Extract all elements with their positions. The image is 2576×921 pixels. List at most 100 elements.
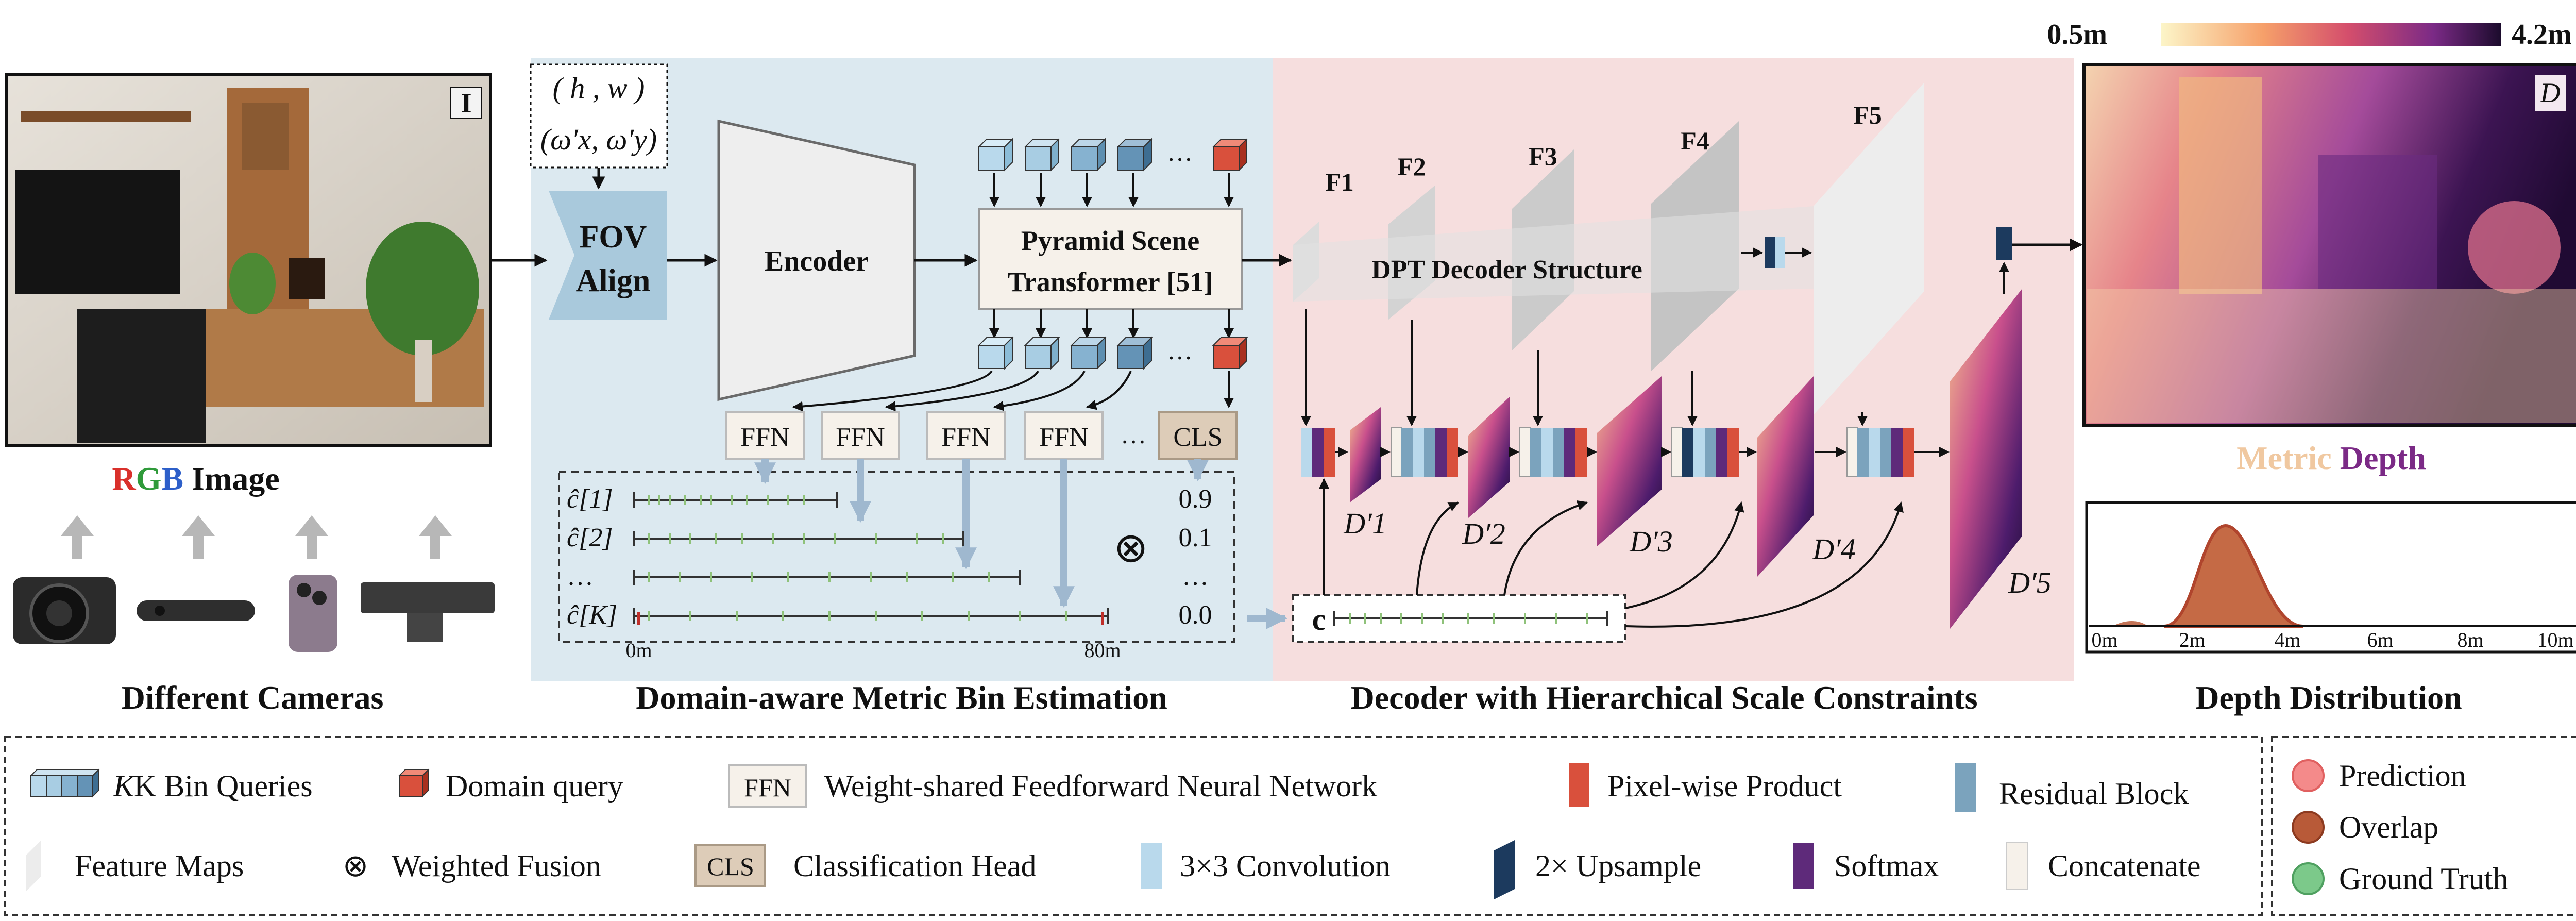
bin-center-label: c — [1312, 602, 1326, 637]
pst-label-1: Pyramid Scene — [1021, 225, 1199, 256]
caption-g: G — [136, 460, 162, 497]
bin-row-label-k: ĉ[K] — [567, 600, 617, 630]
bin-weight-3: … — [1182, 562, 1209, 591]
depth-label-5: D′5 — [2008, 566, 2052, 599]
bin-ticks — [648, 495, 1067, 621]
ffn-label-1: FFN — [740, 423, 789, 452]
caption-b: B — [161, 460, 183, 497]
phone-camera-icon — [289, 575, 337, 652]
legend-fusion-symbol: ⊗ — [343, 849, 368, 883]
feature-label-4: F4 — [1681, 126, 1709, 155]
depth-label-1: D′1 — [1343, 507, 1387, 540]
bin-row-label-2: ĉ[2] — [567, 523, 613, 552]
decoder-section-title: Decoder with Hierarchical Scale Constrai… — [1351, 679, 1978, 716]
depth-sensor-icon — [137, 600, 255, 621]
bin-row-label-3: … — [567, 562, 594, 591]
ffn-output-arrows — [754, 459, 1209, 608]
ffn-boxes: FFN FFN FFN FFN … CLS — [725, 411, 1238, 460]
decoder-modules — [1301, 227, 2083, 629]
legend-domain-query: Domain query — [446, 769, 623, 803]
depth-label-3: D′3 — [1629, 525, 1673, 558]
fov-params-line1: ( h , w ) — [553, 71, 645, 105]
pst-label-2: Transformer [51] — [1008, 266, 1213, 297]
legend-items: KK Bin Queries Domain query FFN Weight-s… — [26, 763, 2201, 899]
legend-overlap: Overlap — [2339, 810, 2438, 844]
dpt-label: DPT Decoder Structure — [1371, 255, 1642, 284]
legend-concat: Concatenate — [2048, 849, 2201, 883]
axis-min-label: 0m — [625, 639, 652, 662]
feature-label-2: F2 — [1397, 152, 1426, 181]
ffn-label-2: FFN — [836, 423, 885, 452]
colorbar — [2161, 23, 2501, 46]
axis-max-label: 80m — [1084, 639, 1121, 662]
legend-bin-queries-icon — [29, 768, 100, 798]
ffn-ellipsis: … — [1121, 420, 1146, 449]
svg-text:4m: 4m — [2274, 628, 2300, 651]
bin-row-label-1: ĉ[1] — [567, 484, 613, 514]
bottom-cubes-ellipsis: … — [1167, 336, 1193, 365]
legend-domain-query-icon — [398, 768, 430, 798]
bin-weight-k: 0.0 — [1179, 600, 1212, 630]
encoder-label: Encoder — [765, 245, 869, 277]
fov-align-block — [549, 191, 667, 320]
cameras-row — [13, 515, 495, 652]
cls-label: CLS — [1173, 423, 1222, 452]
image-label: I — [461, 88, 471, 119]
caption-r: R — [112, 460, 136, 497]
kinect-sensor-icon — [361, 582, 495, 642]
top-query-cubes: … — [977, 138, 1248, 207]
caption-image: Image — [183, 460, 280, 497]
legend-classification: Classification Head — [793, 849, 1037, 883]
legend-bin-queries: KK Bin Queries — [113, 769, 313, 803]
cubes-to-ffn-arrows — [792, 370, 1234, 412]
fov-align-label-1: FOV — [580, 220, 647, 255]
bin-weight-2: 0.1 — [1179, 523, 1212, 552]
legend-conv: 3×3 Convolution — [1180, 849, 1391, 883]
cameras-caption: Different Cameras — [122, 679, 384, 716]
top-cubes-ellipsis: … — [1167, 138, 1193, 166]
distribution-caption: Depth Distribution — [2195, 679, 2462, 716]
feature-label-3: F3 — [1529, 142, 1557, 171]
legend-box — [4, 736, 2263, 916]
svg-text:10m: 10m — [2537, 628, 2573, 651]
svg-text:0m: 0m — [2091, 628, 2117, 651]
rgb-input-image: I — [5, 73, 492, 447]
fov-params-box — [530, 63, 668, 169]
bin-estimation-box — [558, 471, 1235, 643]
svg-text:6m: 6m — [2367, 628, 2393, 651]
legend-cls-box: CLS — [707, 852, 754, 881]
feature-label-1: F1 — [1325, 168, 1354, 196]
fov-params-line2: (ω′x, ω′y) — [540, 123, 657, 156]
legend-ffn: Weight-shared Feedforward Neural Network — [824, 769, 1377, 803]
bin-estimation-panel-lower — [531, 402, 1273, 681]
domain-query-cube-bottom — [1212, 336, 1248, 370]
legend-residual: Residual Block — [1999, 777, 2189, 811]
metric-depth-caption: Metric Depth — [2236, 440, 2426, 476]
depth-distribution-plot: 0m 2m 4m 6m 8m 10m — [2085, 501, 2576, 654]
bin-rows: ĉ[1] ĉ[2] … ĉ[K] 0m 80m ⊗ 0.9 0.1 … 0.0 — [567, 484, 1212, 662]
decoder-panel — [1273, 58, 2074, 681]
legend-pixel-product: Pixel-wise Product — [1607, 769, 1842, 803]
depth-label-4: D′4 — [1812, 532, 1856, 566]
legend-upsample: 2× Upsample — [1535, 849, 1701, 883]
svg-text:2m: 2m — [2179, 628, 2205, 651]
colorbar-min-label: 0.5m — [2047, 19, 2107, 51]
weighted-fusion-symbol: ⊗ — [1113, 526, 1148, 571]
legend-weighted-fusion: Weighted Fusion — [392, 849, 601, 883]
bottom-query-cubes: … — [977, 309, 1248, 370]
feature-label-5: F5 — [1853, 101, 1882, 129]
svg-text:8m: 8m — [2457, 628, 2483, 651]
bin-weight-1: 0.9 — [1179, 484, 1212, 514]
dslr-camera-icon — [13, 577, 116, 644]
metric-depth-map: D — [2082, 63, 2576, 427]
ffn-label-3: FFN — [941, 423, 990, 452]
domain-query-cube-top — [1212, 138, 1248, 172]
bin-section-title: Domain-aware Metric Bin Estimation — [636, 679, 1167, 716]
distribution-legend: Prediction Overlap Ground Truth — [2292, 759, 2508, 896]
depth-label-2: D′2 — [1462, 517, 1505, 550]
fov-align-label-2: Align — [576, 263, 651, 298]
camera-up-arrows — [61, 515, 452, 559]
depth-output-label: D — [2540, 77, 2561, 108]
ffn-label-4: FFN — [1039, 423, 1088, 452]
